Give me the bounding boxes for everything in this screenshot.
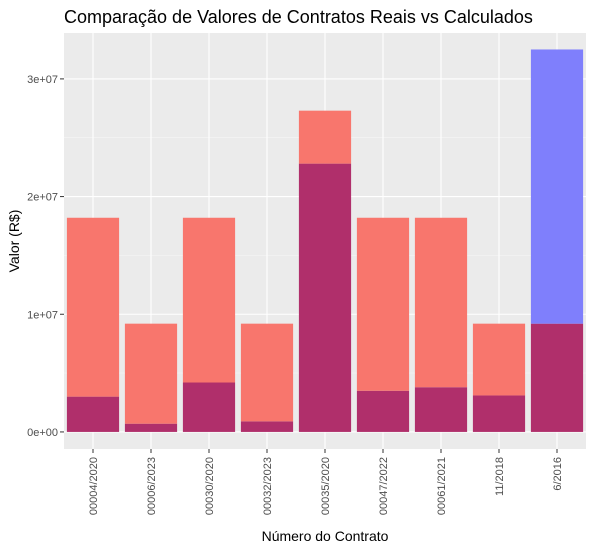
bar-series-1 (66, 217, 120, 397)
bar-series-1 (240, 323, 294, 422)
x-tick-label: 00032/2023 (262, 457, 274, 515)
bar-overlap (298, 163, 352, 432)
x-tick-label: 00061/2021 (436, 457, 448, 515)
x-tick-label: 00006/2023 (146, 457, 158, 515)
bar-series-1 (356, 217, 410, 391)
x-tick-label: 00035/2020 (320, 457, 332, 515)
y-tick-label: 2e+07 (27, 192, 58, 204)
x-tick-label: 00004/2020 (88, 457, 100, 515)
bar-overlap (472, 395, 526, 432)
y-tick-label: 1e+07 (27, 309, 58, 321)
bar-overlap (530, 323, 584, 432)
x-tick-label: 11/2018 (494, 457, 506, 496)
axes: 0e+00 1e+07 2e+07 3e+07 00004/2020 00006/2023… (27, 74, 564, 515)
bar-series-1 (472, 323, 526, 396)
bar-series-1 (414, 217, 468, 388)
bar-overlap (66, 396, 120, 432)
bar-series-1 (298, 110, 352, 164)
bar-series-1 (182, 217, 236, 383)
y-tick-label: 3e+07 (27, 74, 58, 86)
bar-overlap (240, 421, 294, 432)
x-tick-label: 6/2016 (552, 457, 564, 491)
x-tick-label: 00030/2020 (204, 457, 216, 515)
y-tick-label: 0e+00 (27, 427, 58, 439)
bar-overlap (356, 390, 410, 432)
x-tick-label: 00047/2022 (378, 457, 390, 515)
bar-overlap (414, 387, 468, 432)
y-axis-title: Valor (R$) (6, 210, 22, 273)
bars (66, 49, 584, 432)
bar-overlap (182, 382, 236, 432)
bar-series-2 (530, 49, 584, 324)
bar-overlap (124, 423, 178, 432)
bar-series-1 (124, 323, 178, 424)
x-axis-title: Número do Contrato (262, 528, 389, 544)
chart-title: Comparação de Valores de Contratos Reais… (64, 7, 533, 27)
